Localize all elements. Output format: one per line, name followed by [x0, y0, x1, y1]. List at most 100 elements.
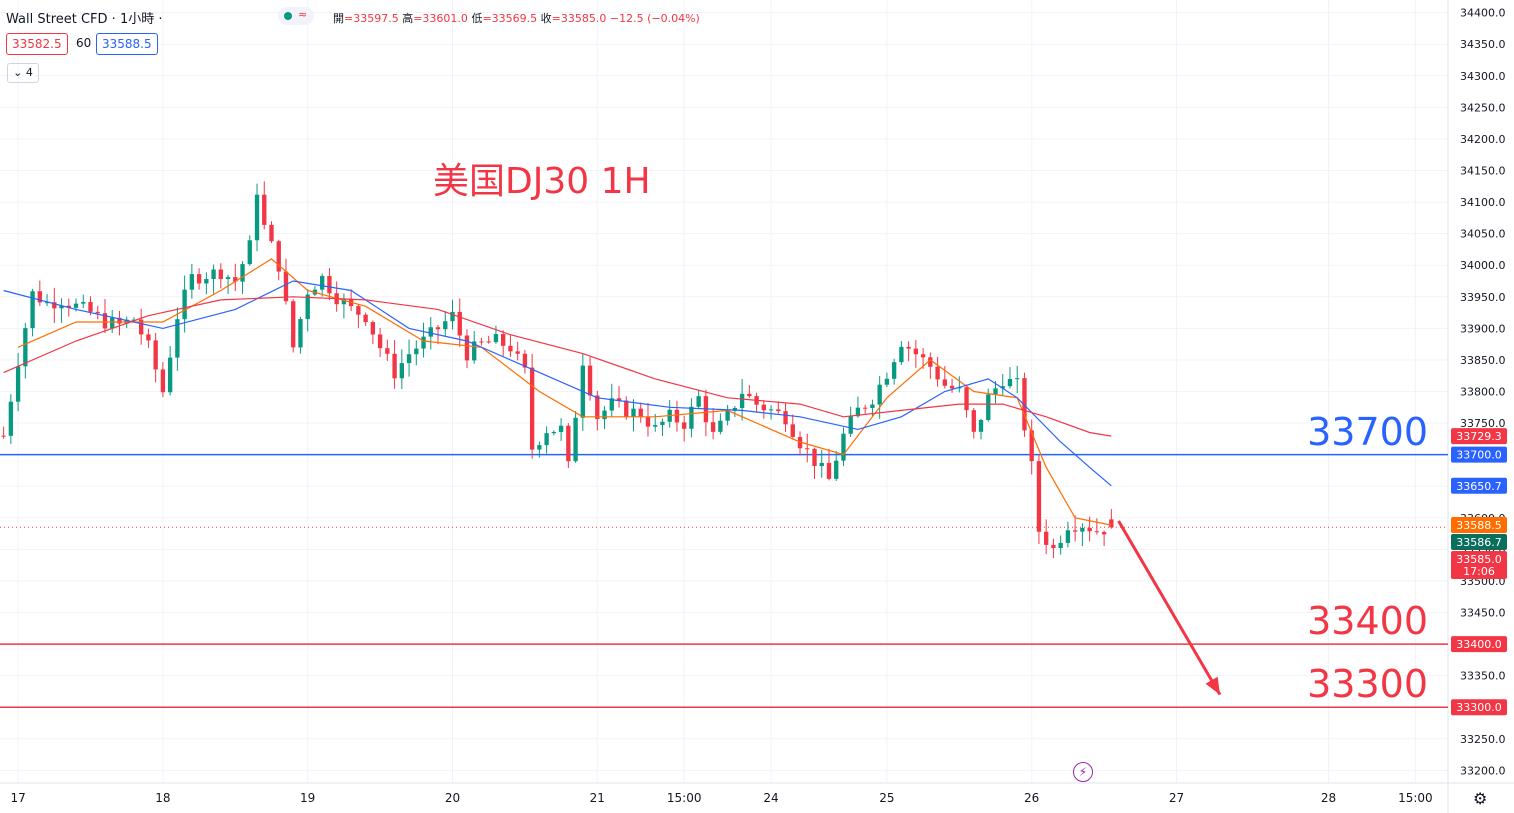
- candle-body: [544, 433, 549, 446]
- candle: [443, 310, 448, 336]
- candle-body: [1029, 430, 1034, 462]
- candle: [59, 298, 64, 323]
- candle: [385, 339, 390, 361]
- candle: [218, 263, 223, 289]
- candle-body: [964, 387, 969, 411]
- candle-body: [660, 421, 665, 425]
- ohlc-high-label: 高: [402, 12, 414, 25]
- candle: [167, 346, 173, 396]
- candle: [1051, 538, 1056, 559]
- candle: [269, 221, 274, 244]
- candle-body: [15, 366, 21, 402]
- candle-body: [732, 408, 738, 411]
- candle: [696, 389, 701, 410]
- candle: [841, 427, 846, 467]
- price-label-text: 33586.7: [1456, 536, 1502, 549]
- candle-body: [1036, 461, 1042, 532]
- candle-body: [66, 305, 71, 308]
- candle-body: [1087, 527, 1092, 532]
- x-tick-label: 19: [300, 791, 315, 805]
- candle: [1044, 519, 1049, 555]
- candle: [544, 426, 549, 454]
- candle-body: [783, 411, 788, 425]
- candle: [537, 441, 542, 458]
- candle: [1058, 535, 1063, 555]
- candle-body: [624, 400, 629, 417]
- candle: [920, 347, 926, 369]
- candle: [139, 308, 144, 345]
- candle-body: [146, 334, 151, 341]
- candle: [363, 312, 368, 326]
- moving-average-0: [17, 258, 1112, 526]
- y-tick-label: 33950.0: [1460, 291, 1506, 304]
- candle: [211, 264, 216, 294]
- y-tick-label: 33200.0: [1460, 764, 1506, 777]
- symbol-title[interactable]: Wall Street CFD · 1小時 ·: [6, 12, 163, 27]
- ohlc-open-label: 開: [333, 12, 344, 25]
- candle-body: [834, 460, 839, 479]
- ohlc-open-value: =33597.5: [344, 12, 399, 25]
- candle-body: [269, 224, 274, 242]
- moving-average-2: [3, 296, 1112, 437]
- candle: [1000, 374, 1005, 396]
- candle-body: [558, 425, 564, 432]
- candle-body: [81, 302, 86, 304]
- candle-body: [44, 302, 50, 304]
- candle: [877, 376, 882, 419]
- candle-body: [370, 322, 376, 335]
- candle-body: [935, 366, 940, 380]
- candle-body: [739, 393, 745, 409]
- candle-body: [689, 406, 694, 429]
- x-tick-label: 26: [1024, 791, 1039, 805]
- price-label: 33588.5: [1451, 517, 1507, 534]
- candle-body: [884, 378, 890, 385]
- candle-body: [153, 340, 158, 370]
- candle: [529, 353, 535, 459]
- price-label-box: [1451, 534, 1507, 551]
- candle: [819, 449, 824, 478]
- candle: [631, 399, 636, 432]
- candle: [790, 414, 795, 440]
- market-status[interactable]: ≈: [278, 7, 314, 25]
- candle-body: [95, 311, 100, 314]
- candle: [863, 404, 868, 414]
- ohlc-close-label: 收: [540, 12, 552, 25]
- candle-body: [117, 317, 122, 324]
- candle-body: [1094, 531, 1100, 533]
- indicators-toggle[interactable]: ⌄ 4: [7, 63, 39, 83]
- x-tick-label: 18: [155, 791, 170, 805]
- sell-button[interactable]: 33582.5: [6, 33, 68, 55]
- candle: [392, 340, 397, 389]
- candle-body: [602, 410, 607, 420]
- candle-body: [776, 409, 781, 412]
- candle-body: [8, 401, 14, 436]
- candle: [334, 281, 339, 312]
- candle: [254, 183, 260, 252]
- candle: [276, 239, 281, 281]
- candle-body: [262, 194, 267, 225]
- candle: [406, 339, 412, 377]
- candle: [189, 263, 195, 299]
- candle: [44, 294, 50, 307]
- flash-icon[interactable]: ⚡: [1073, 762, 1093, 782]
- candle-body: [189, 274, 195, 290]
- candle-body: [993, 388, 998, 395]
- candle: [298, 316, 303, 354]
- moving-average-1: [3, 280, 1112, 487]
- candle-body: [363, 314, 368, 323]
- candle-body: [1007, 378, 1013, 387]
- candle: [805, 433, 810, 463]
- gear-icon[interactable]: ⚙: [1473, 789, 1488, 808]
- candle: [797, 431, 803, 456]
- candle: [732, 406, 738, 418]
- candle: [522, 350, 528, 374]
- candle-body: [870, 404, 875, 408]
- y-tick-label: 33450.0: [1460, 607, 1506, 620]
- buy-button[interactable]: 33588.5: [96, 33, 158, 55]
- candle: [783, 403, 788, 432]
- candle-body: [385, 348, 390, 354]
- candle-body: [805, 448, 810, 450]
- candle-body: [645, 416, 651, 427]
- candle: [204, 272, 209, 295]
